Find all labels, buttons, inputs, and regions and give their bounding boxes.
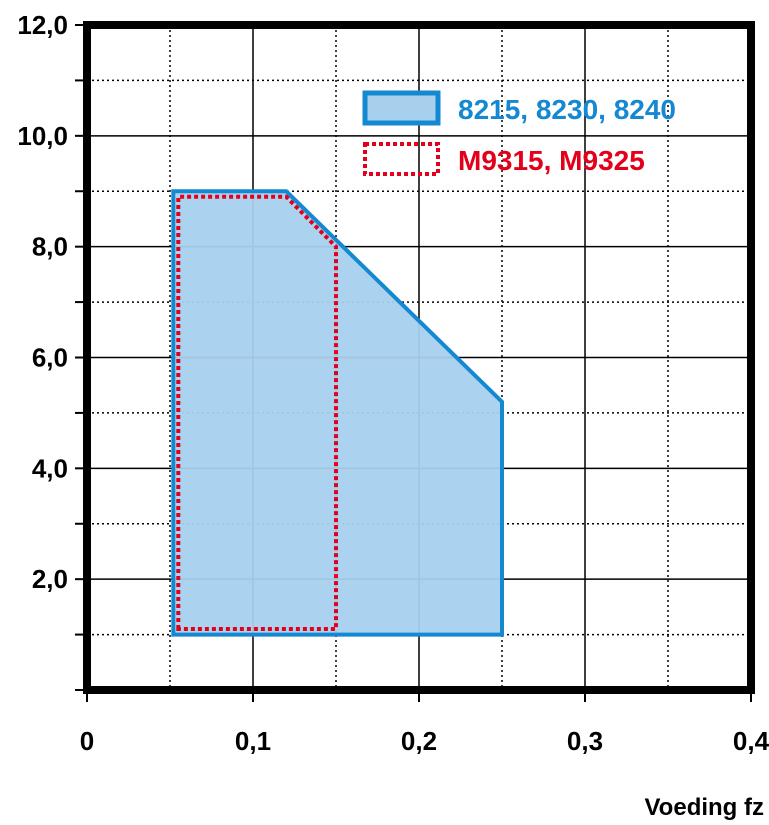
legend: 8215, 8230, 8240 M9315, M9325 [362,90,676,176]
y-tick-label: 8,0 [32,232,68,262]
y-tick-label: 6,0 [32,343,68,373]
y-tick-label: 2,0 [32,564,68,594]
x-axis-label: Voeding fz [644,794,764,821]
y-tick-label: 12,0 [17,10,68,40]
legend-label-1: 8215, 8230, 8240 [458,94,676,125]
x-tick-label: 0,2 [401,726,437,756]
x-tick-label: 0,4 [733,726,769,756]
x-tick-label: 0,3 [567,726,603,756]
legend-label-2: M9315, M9325 [458,145,645,176]
legend-swatch-1 [362,90,441,126]
series-layer [171,189,504,637]
x-tick-label: 0,1 [235,726,271,756]
series-region-2 [176,194,338,631]
legend-swatch-2 [363,142,440,176]
y-tick-label: 4,0 [32,453,68,483]
x-tick-label: 0 [80,726,94,756]
series-region-1 [171,189,504,637]
ticks: 0 0,1 0,2 0,3 0,4 2,0 4,0 6,0 8,0 10,0 12,0 [17,10,769,756]
y-tick-label: 10,0 [17,121,68,151]
